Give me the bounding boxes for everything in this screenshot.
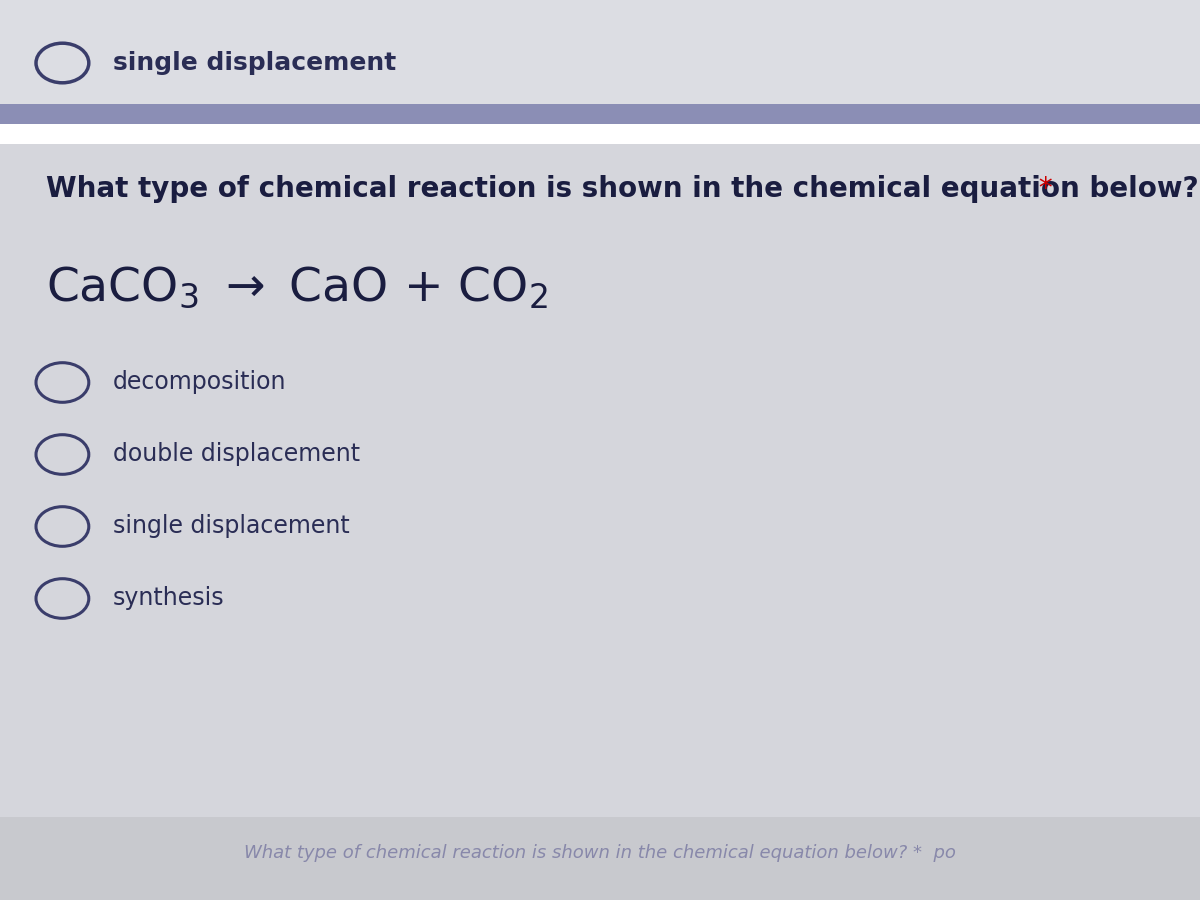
Text: *: * [1030, 175, 1052, 203]
Text: synthesis: synthesis [113, 587, 224, 610]
FancyBboxPatch shape [0, 104, 1200, 124]
Text: single displacement: single displacement [113, 515, 349, 538]
FancyBboxPatch shape [0, 0, 1200, 124]
FancyBboxPatch shape [0, 817, 1200, 900]
Text: What type of chemical reaction is shown in the chemical equation below?: What type of chemical reaction is shown … [46, 175, 1199, 203]
FancyBboxPatch shape [0, 144, 1200, 817]
Text: single displacement: single displacement [113, 51, 396, 75]
Text: What type of chemical reaction is shown in the chemical equation below? *  po: What type of chemical reaction is shown … [244, 844, 956, 862]
Text: double displacement: double displacement [113, 443, 360, 466]
Text: decomposition: decomposition [113, 371, 287, 394]
Text: CaCO$_3$ $\rightarrow$ CaO + CO$_2$: CaCO$_3$ $\rightarrow$ CaO + CO$_2$ [46, 266, 547, 310]
